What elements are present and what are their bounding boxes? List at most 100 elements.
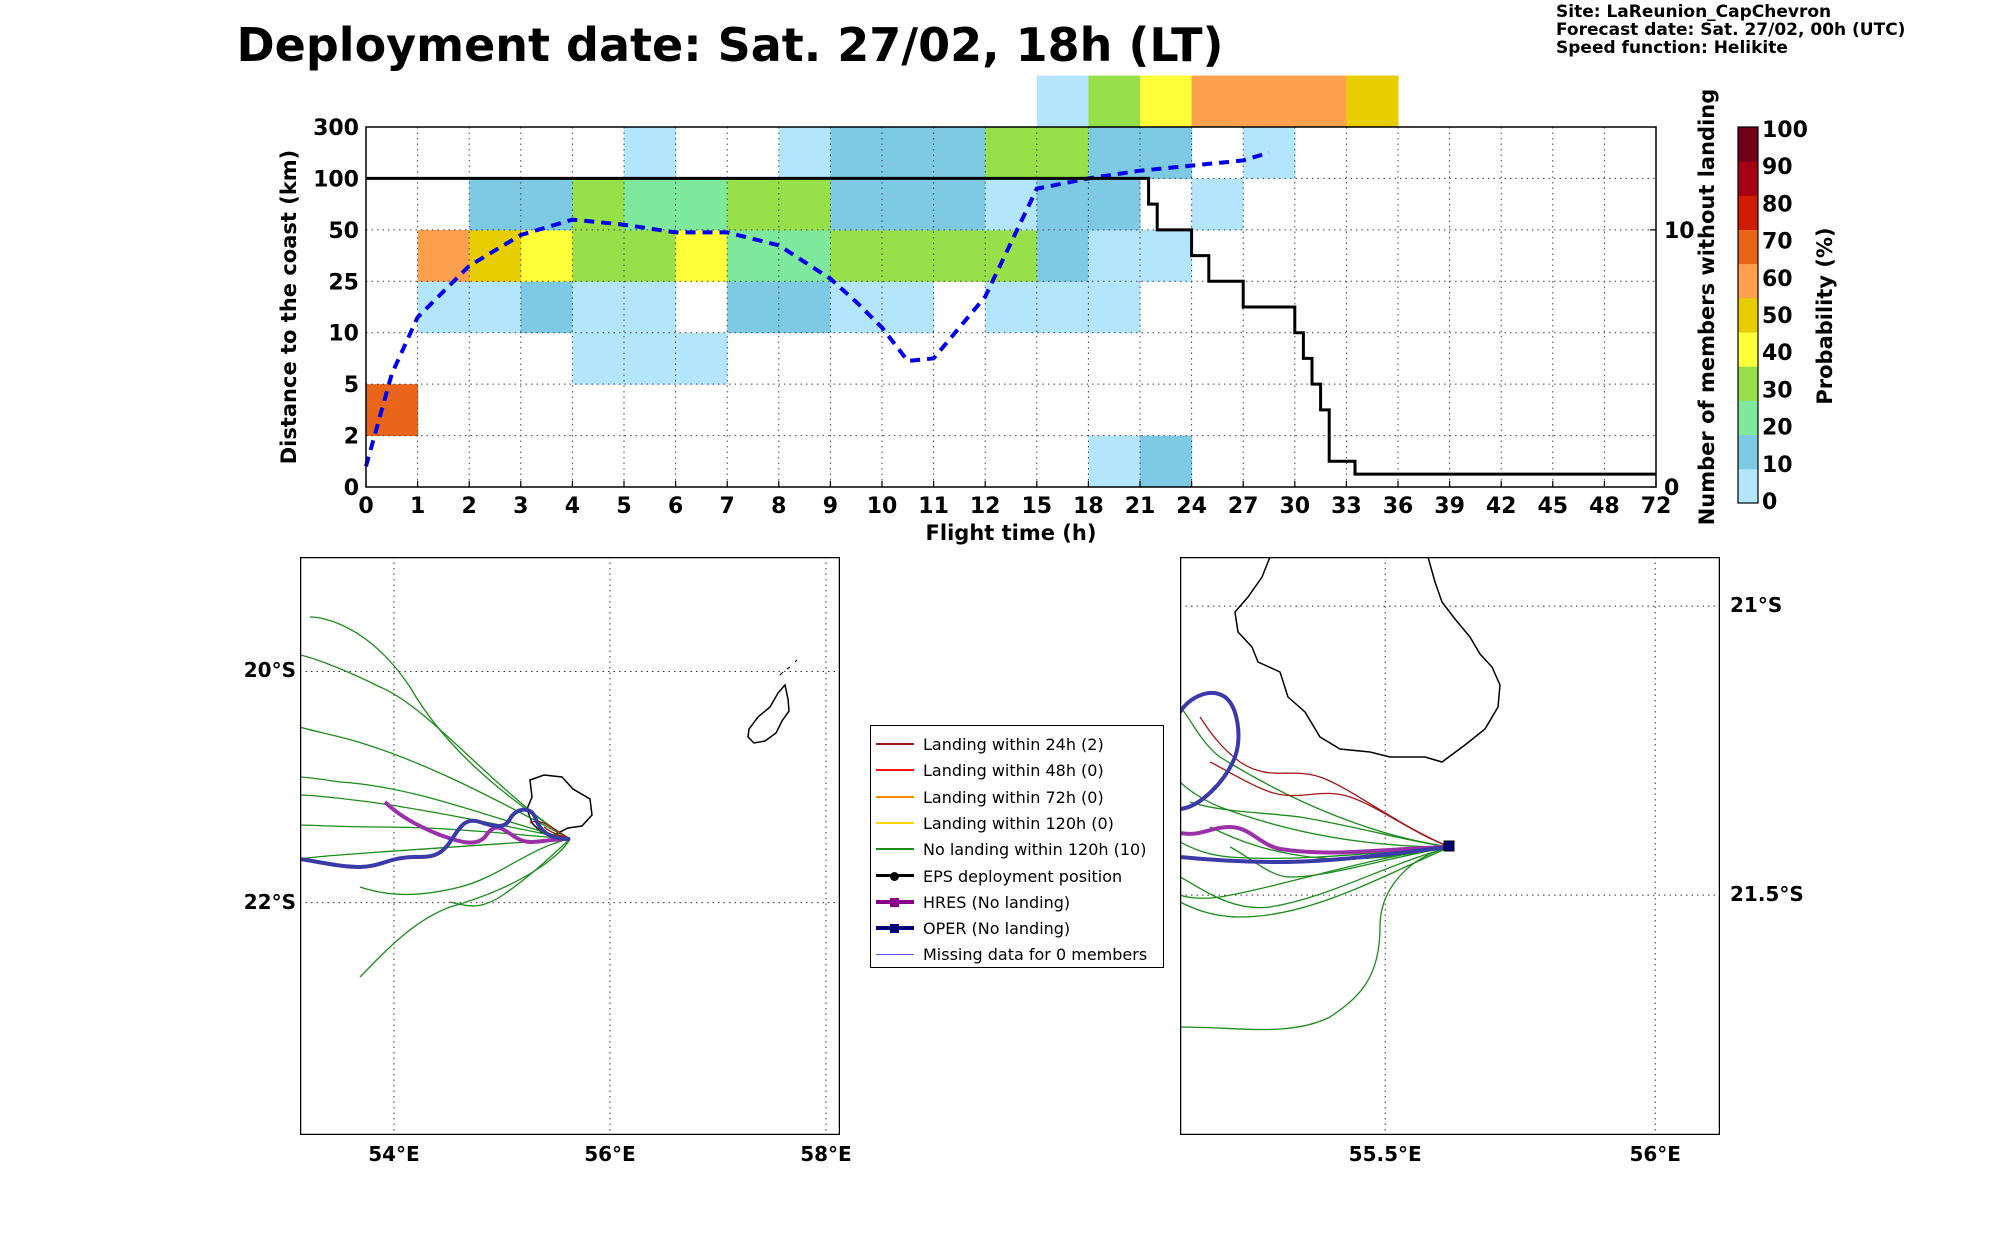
trajectory-map-overview [300,557,840,1135]
colorbar-tick-label: 80 [1762,192,1793,217]
colorbar-frame [1737,126,1759,504]
colorbar-segment [1738,297,1758,333]
colorbar: 0 10 20 30 40 50 60 70 80 90 100 [1737,118,1808,515]
map-longitude-label: 55.5°E [1348,1142,1422,1166]
x-tick-label: 6 [668,494,683,519]
legend-item: Landing within 120h (0) [871,811,1163,837]
colorbar-tick-label: 40 [1762,341,1793,366]
page-title: Deployment date: Sat. 27/02, 18h (LT) [236,18,1224,72]
x-tick-label: 4 [565,494,580,519]
y-tick-label: 5 [344,373,359,398]
heatmap-cell [830,281,883,334]
x-tick-label: 3 [513,494,528,519]
heatmap-cell [933,127,986,179]
legend-swatch [876,848,914,851]
colorbar-tick-label: 60 [1762,267,1793,292]
colorbar-segment [1738,195,1758,230]
heatmap-cell [1191,75,1244,128]
legend-label: Landing within 120h (0) [923,813,1114,833]
heatmap-cell [1036,75,1089,128]
trajectory-map-zoom [1180,557,1720,1135]
heatmap-cell [1088,127,1141,179]
map-latitude-label: 22°S [243,889,296,914]
x-axis-label: Flight time (h) [926,521,1097,545]
x-tick-label: 24 [1176,494,1207,519]
colorbar-tick-label: 10 [1762,453,1793,478]
heatmap-cells [366,75,1399,488]
ensemble-member-trajectories-zoom [1180,706,1451,1031]
heatmap-cell [1243,127,1296,179]
legend-marker [890,871,899,881]
colorbar-tick-label: 50 [1762,304,1793,329]
legend-item: OPER (No landing) [871,916,1163,942]
legend-item: Landing within 48h (0) [871,758,1163,784]
y-axis-label: Distance to the coast (km) [277,150,301,465]
colorbar-segment [1738,434,1758,470]
y-tick-label: 25 [328,270,359,295]
heatmap-cell [1036,127,1089,179]
colorbar-label: Probability (%) [1813,227,1837,404]
legend-swatch [876,795,914,798]
colorbar-tick-label: 30 [1762,378,1793,403]
heatmap-cell [1088,435,1141,488]
x-tick-label: 27 [1228,494,1259,519]
map-longitude-label: 56°E [1629,1142,1681,1166]
heatmap-cell [985,281,1038,334]
x-tick-label: 0 [358,494,373,519]
x-tick-label: 30 [1279,494,1310,519]
heatmap-cell [1036,281,1089,334]
heatmap-cell [985,229,1038,282]
heatmap-cell [727,178,780,231]
x-tick-label: 42 [1486,494,1517,519]
x-tick-label: 18 [1073,494,1104,519]
x-tick-label: 11 [918,494,949,519]
heatmap-cell [572,332,625,385]
map-frame-zoom [1180,557,1720,1135]
heatmap-cell [985,127,1038,179]
heatmap-cell [675,332,728,385]
legend-item: No landing within 120h (10) [871,837,1163,863]
heatmap-cell [675,229,728,282]
x-tick-label: 7 [720,494,735,519]
legend-swatch [876,953,914,955]
map-latitude-label: 21°S [1730,593,1783,618]
heatmap-cell [624,127,677,179]
heatmap-cell [778,178,831,231]
map-longitude-label: 54°E [368,1142,420,1166]
heatmap-cell [1140,127,1193,179]
reunion-coastline-zoom [1234,557,1501,763]
colorbar-tick-label: 0 [1762,490,1777,515]
y2-tick-label: 0 [1664,476,1679,501]
site-label: Site: LaReunion_CapChevron [1556,2,1832,22]
mauritius-coastline [747,683,790,744]
heatmap-cell [572,281,625,334]
legend-label: Landing within 24h (2) [923,735,1104,754]
legend-item: HRES (No landing) [871,890,1163,916]
heatmap-cell [882,281,935,334]
heatmap-cell [366,384,419,437]
legend-label: No landing within 120h (10) [923,840,1147,860]
heatmap-cell [520,178,573,231]
y-tick-label: 10 [328,322,359,347]
x-tick-label: 12 [970,494,1001,519]
heatmap-cell [1140,75,1193,128]
colorbar-tick-label: 100 [1762,118,1808,143]
x-tick-label: 21 [1125,494,1156,519]
heatmap-cell [882,229,935,282]
mean-distance-dashed-line [364,150,1270,467]
x-tick-label: 39 [1434,494,1465,519]
y2-axis-ticks: 0 10 [1650,219,1695,501]
colorbar-segment [1738,127,1758,162]
heatmap-cell [1036,178,1089,231]
heatmap-cell [1140,229,1193,282]
heatmap-cell [520,229,573,282]
legend-swatch [876,769,914,772]
x-tick-label: 48 [1589,494,1620,519]
legend-label: OPER (No landing) [923,919,1071,939]
x-tick-label: 2 [462,494,477,519]
hres-trajectory [383,800,571,845]
x-tick-label: 9 [823,494,838,519]
heatmap-cell [1140,435,1193,488]
heatmap-cell [1088,281,1141,334]
